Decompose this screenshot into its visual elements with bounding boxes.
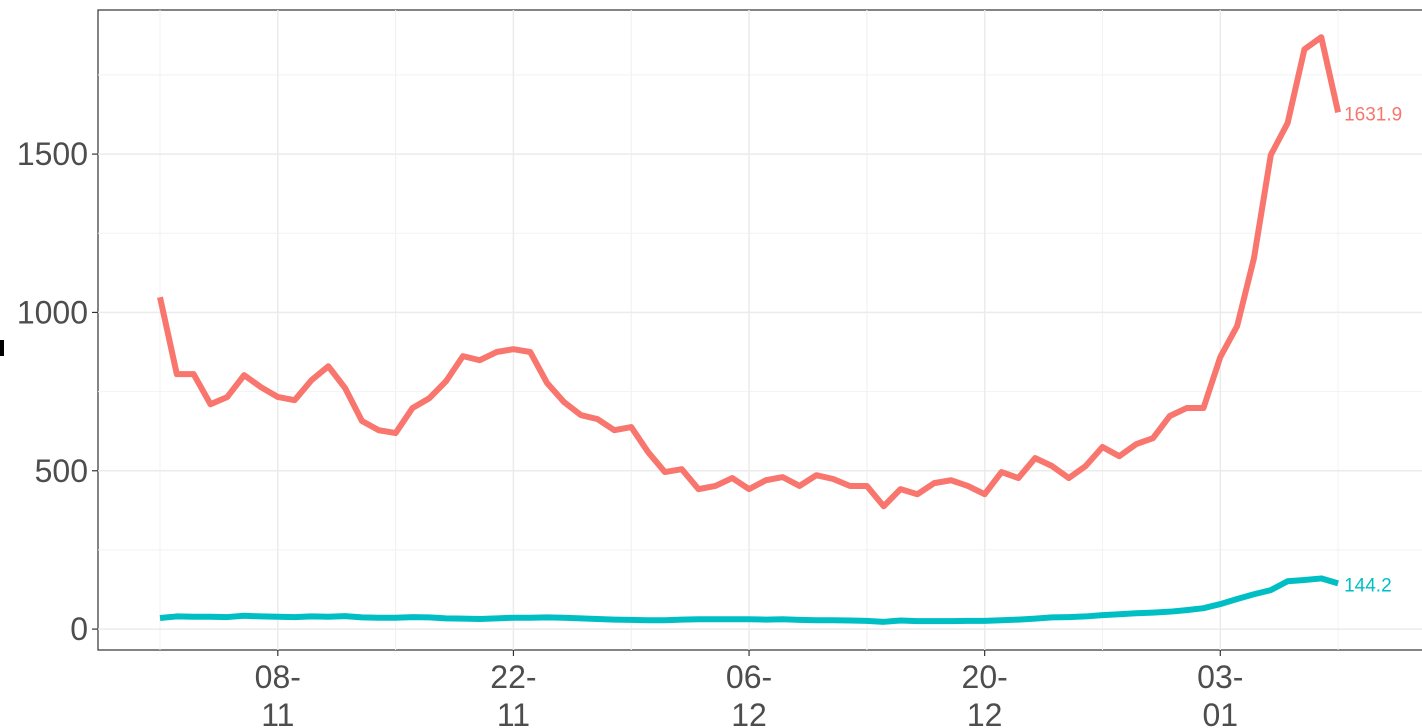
x-tick-label: 03-01 <box>1197 659 1243 728</box>
end-label: 1631.9 <box>1344 104 1402 125</box>
series-line <box>157 34 1342 510</box>
y-tick-label: 1500 <box>17 136 88 172</box>
y-tick-label: 0 <box>70 611 88 647</box>
x-tick-label: 22-11 <box>490 659 536 728</box>
x-tick-label: 20-12 <box>962 659 1008 728</box>
x-tick-label: 06-12 <box>726 659 772 728</box>
end-label: 144.2 <box>1344 575 1392 596</box>
y-tick-label: 500 <box>35 453 88 489</box>
panel <box>97 9 1422 651</box>
series-line <box>159 575 1339 625</box>
y-tick-label: 1000 <box>17 294 88 330</box>
cut-axis-title <box>0 340 4 356</box>
x-tick-label: 08-11 <box>255 659 301 728</box>
